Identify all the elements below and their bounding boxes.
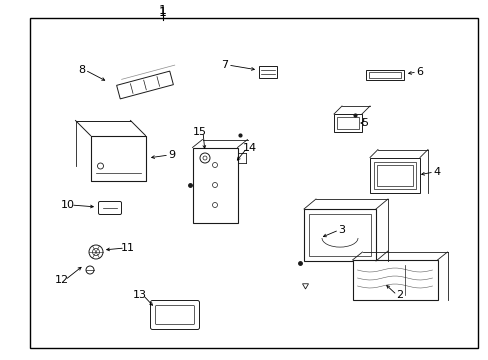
Circle shape (212, 162, 217, 167)
Text: 13: 13 (133, 290, 147, 300)
Text: 6: 6 (416, 67, 423, 77)
Circle shape (92, 248, 99, 256)
Text: 9: 9 (168, 150, 175, 160)
Text: 4: 4 (432, 167, 440, 177)
Circle shape (86, 266, 94, 274)
Circle shape (97, 163, 103, 169)
Circle shape (200, 153, 209, 163)
Text: 8: 8 (78, 65, 85, 75)
Bar (376, 165, 412, 185)
Bar (336, 117, 358, 129)
Text: 11: 11 (121, 243, 135, 253)
Bar (304, 209, 375, 261)
Circle shape (203, 156, 206, 160)
Bar (369, 158, 419, 193)
Bar (192, 148, 237, 222)
Text: 2: 2 (396, 290, 403, 300)
Bar (368, 72, 400, 78)
Bar (116, 71, 173, 99)
Bar (352, 260, 437, 300)
Text: 10: 10 (61, 200, 75, 210)
FancyBboxPatch shape (155, 306, 194, 324)
Text: 1: 1 (159, 4, 166, 17)
Text: 12: 12 (55, 275, 69, 285)
Text: 3: 3 (338, 225, 345, 235)
Text: 14: 14 (243, 143, 257, 153)
Bar (373, 162, 415, 189)
FancyBboxPatch shape (98, 202, 121, 215)
Text: 1: 1 (159, 5, 166, 18)
Text: 5: 5 (361, 118, 368, 128)
FancyBboxPatch shape (150, 301, 199, 329)
Circle shape (89, 245, 103, 259)
Bar (365, 70, 403, 80)
Bar (259, 66, 276, 78)
Circle shape (212, 183, 217, 188)
Text: 15: 15 (193, 127, 206, 137)
Bar (333, 114, 361, 132)
Circle shape (212, 202, 217, 207)
Text: 7: 7 (221, 60, 228, 70)
Bar (308, 214, 370, 256)
